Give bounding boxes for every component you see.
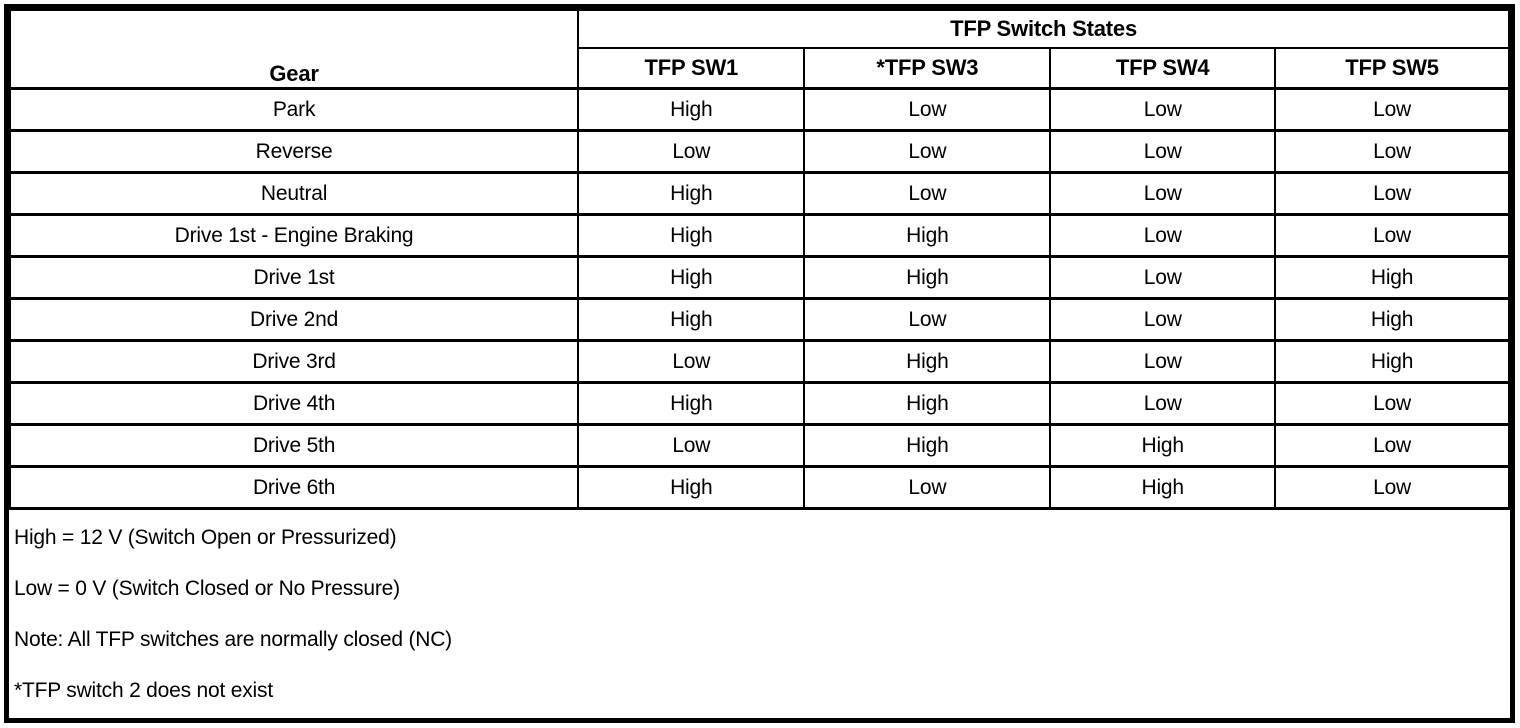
state-cell: High bbox=[577, 255, 806, 300]
state-cell: High bbox=[1049, 465, 1277, 510]
group-header-row: Gear TFP Switch States bbox=[8, 9, 1510, 90]
gear-cell: Drive 5th bbox=[8, 423, 580, 468]
state-cell: Low bbox=[803, 171, 1052, 216]
gear-cell: Drive 1st bbox=[8, 255, 580, 300]
state-cell: Low bbox=[803, 465, 1052, 510]
tfp-switch-states-table: Gear TFP Switch States TFP SW1 *TFP SW3 … bbox=[8, 9, 1510, 510]
state-cell: Low bbox=[1049, 213, 1277, 258]
state-cell: High bbox=[803, 255, 1052, 300]
state-cell: High bbox=[803, 213, 1052, 258]
state-cell: Low bbox=[1274, 129, 1510, 174]
state-cell: Low bbox=[1049, 129, 1277, 174]
state-cell: Low bbox=[1049, 87, 1277, 132]
state-cell: Low bbox=[1274, 381, 1510, 426]
table-row: Drive 1st - Engine Braking High High Low… bbox=[8, 213, 1510, 258]
state-cell: High bbox=[577, 381, 806, 426]
note-line: High = 12 V (Switch Open or Pressurized) bbox=[14, 525, 397, 549]
state-cell: High bbox=[577, 87, 806, 132]
table-body: Park High Low Low Low Reverse Low Low Lo… bbox=[8, 87, 1510, 510]
state-cell: Low bbox=[577, 339, 806, 384]
state-cell: Low bbox=[1049, 381, 1277, 426]
state-cell: Low bbox=[1274, 213, 1510, 258]
column-header-tfp-sw4: TFP SW4 bbox=[1049, 47, 1277, 90]
table-row: Drive 2nd High Low Low High bbox=[8, 297, 1510, 342]
table-row: Reverse Low Low Low Low bbox=[8, 129, 1510, 174]
state-cell: High bbox=[577, 171, 806, 216]
table-frame: Gear TFP Switch States TFP SW1 *TFP SW3 … bbox=[4, 4, 1515, 723]
state-cell: High bbox=[1049, 423, 1277, 468]
gear-cell: Drive 1st - Engine Braking bbox=[8, 213, 580, 258]
state-cell: High bbox=[803, 381, 1052, 426]
note-line: *TFP switch 2 does not exist bbox=[14, 678, 273, 702]
column-header-tfp-sw1: TFP SW1 bbox=[577, 47, 806, 90]
state-cell: Low bbox=[577, 423, 806, 468]
table-row: Park High Low Low Low bbox=[8, 87, 1510, 132]
table-row: Drive 6th High Low High Low bbox=[8, 465, 1510, 510]
state-cell: High bbox=[577, 297, 806, 342]
table-row: Drive 1st High High Low High bbox=[8, 255, 1510, 300]
gear-cell: Neutral bbox=[8, 171, 580, 216]
state-cell: Low bbox=[1274, 465, 1510, 510]
gear-cell: Reverse bbox=[8, 129, 580, 174]
note-line: Low = 0 V (Switch Closed or No Pressure) bbox=[14, 576, 400, 600]
table-row: Drive 3rd Low High Low High bbox=[8, 339, 1510, 384]
state-cell: Low bbox=[803, 129, 1052, 174]
column-header-tfp-sw5: TFP SW5 bbox=[1274, 47, 1510, 90]
state-cell: Low bbox=[577, 129, 806, 174]
notes: High = 12 V (Switch Open or Pressurized)… bbox=[9, 510, 1510, 716]
state-cell: Low bbox=[803, 87, 1052, 132]
table-row: Drive 5th Low High High Low bbox=[8, 423, 1510, 468]
state-cell: Low bbox=[1049, 255, 1277, 300]
state-cell: Low bbox=[1274, 423, 1510, 468]
column-header-tfp-sw3: *TFP SW3 bbox=[803, 47, 1052, 90]
state-cell: Low bbox=[1049, 171, 1277, 216]
state-cell: High bbox=[1274, 297, 1510, 342]
state-cell: High bbox=[1274, 339, 1510, 384]
state-cell: Low bbox=[1274, 87, 1510, 132]
state-cell: High bbox=[803, 423, 1052, 468]
group-header: TFP Switch States bbox=[577, 9, 1510, 49]
state-cell: Low bbox=[1049, 339, 1277, 384]
state-cell: High bbox=[1274, 255, 1510, 300]
state-cell: Low bbox=[1049, 297, 1277, 342]
gear-cell: Drive 2nd bbox=[8, 297, 580, 342]
gear-column-header: Gear bbox=[8, 9, 580, 90]
gear-cell: Drive 4th bbox=[8, 381, 580, 426]
note-line: Note: All TFP switches are normally clos… bbox=[14, 627, 452, 651]
gear-cell: Park bbox=[8, 87, 580, 132]
table-row: Neutral High Low Low Low bbox=[8, 171, 1510, 216]
table-header: Gear TFP Switch States TFP SW1 *TFP SW3 … bbox=[8, 9, 1510, 90]
state-cell: Low bbox=[803, 297, 1052, 342]
column-header-row: TFP SW1 *TFP SW3 TFP SW4 TFP SW5 bbox=[10, 47, 1510, 90]
state-cell: Low bbox=[1274, 171, 1510, 216]
gear-cell: Drive 3rd bbox=[8, 339, 580, 384]
table-row: Drive 4th High High Low Low bbox=[8, 381, 1510, 426]
state-cell: High bbox=[577, 465, 806, 510]
state-cell: High bbox=[577, 213, 806, 258]
state-cell: High bbox=[803, 339, 1052, 384]
gear-cell: Drive 6th bbox=[8, 465, 580, 510]
